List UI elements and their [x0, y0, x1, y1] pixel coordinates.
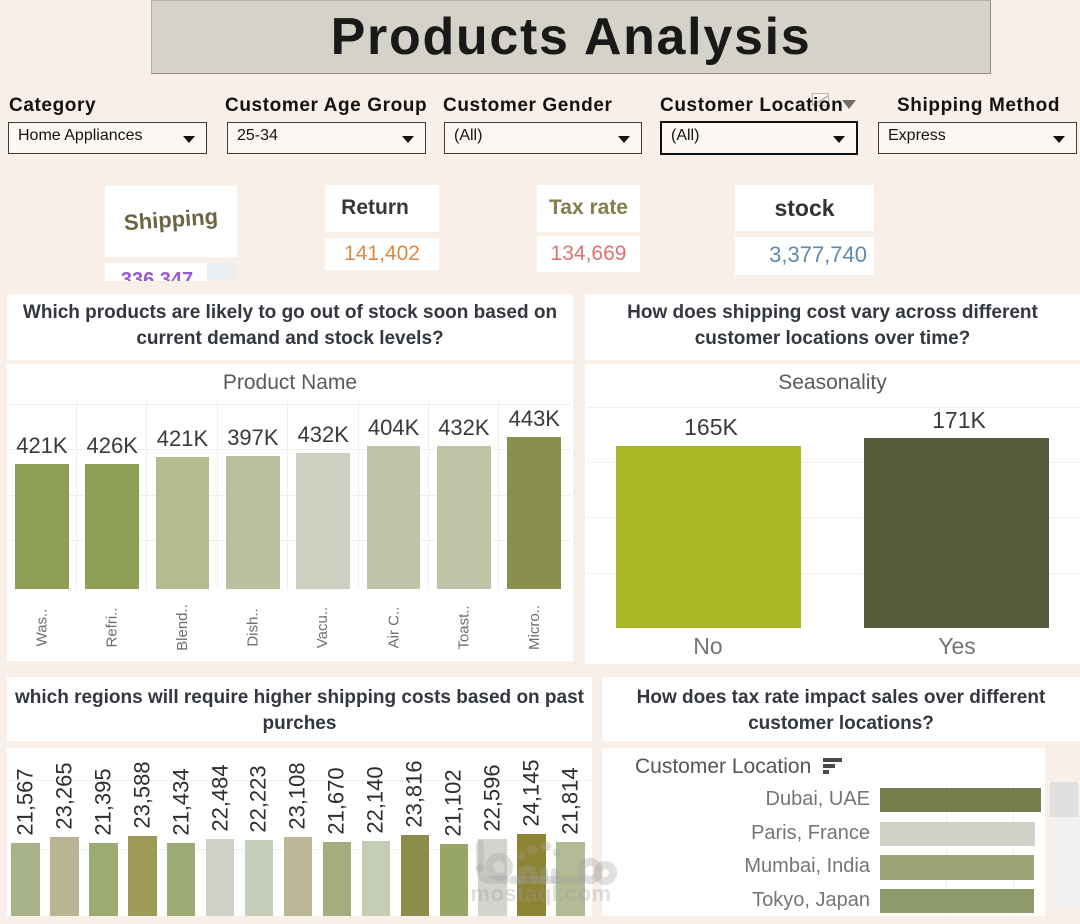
- svg-text:mostaql.com: mostaql.com: [470, 881, 611, 906]
